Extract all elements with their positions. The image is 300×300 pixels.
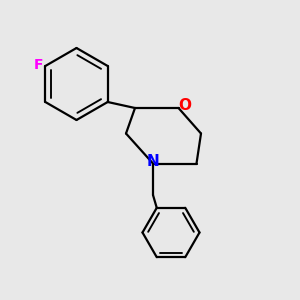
Text: N: N [147, 154, 159, 169]
Text: F: F [34, 58, 43, 71]
Text: O: O [178, 98, 192, 112]
